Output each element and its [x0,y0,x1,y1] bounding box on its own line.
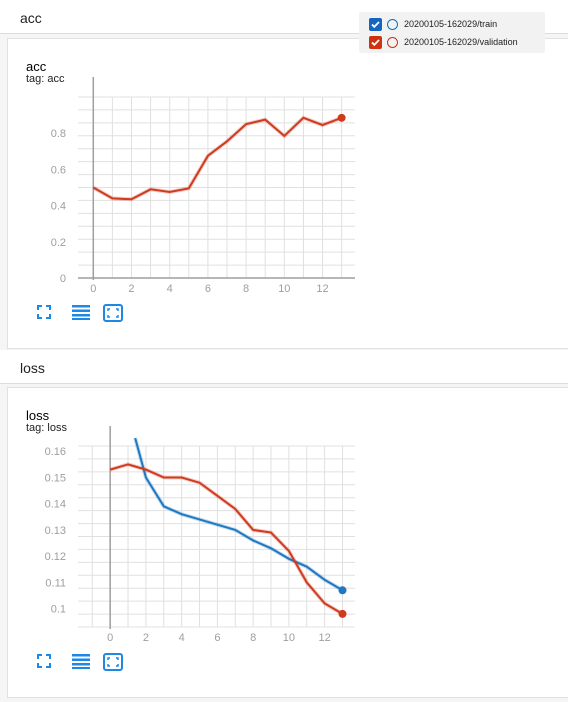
x-tick-label: 8 [250,632,256,644]
expand-icon[interactable] [36,304,52,325]
series-line-validation [110,464,342,614]
y-tick-label: 0.1 [51,604,66,616]
lines-icon[interactable] [72,653,90,674]
x-tick-label: 6 [214,632,220,644]
x-tick-label: 0 [90,283,96,295]
y-tick-label: 0.8 [51,128,66,140]
x-tick-label: 2 [128,283,134,295]
series-endpoint [338,114,346,122]
y-tick-label: 0.13 [45,525,66,537]
y-tick-label: 0.14 [45,499,66,511]
y-tick-label: 0 [60,273,66,285]
y-tick-label: 0.16 [45,446,66,458]
section-header-loss[interactable]: loss [0,350,568,384]
y-tick-label: 0.4 [51,201,66,213]
y-tick-label: 0.12 [45,551,66,563]
chart-card-acc: acc tag: acc 0 2 4 6 8 10 12 0 0.2 0.4 0.6 0.8 [7,38,568,349]
run-label: 20200105-162029/train [404,19,497,29]
run-legend: 20200105-162029/train 20200105-162029/va… [359,12,545,53]
chart-card-loss: loss tag: loss 0 2 4 6 8 10 12 0.1 0.11 0.12 0.13 0… [7,387,568,698]
run-color-circle [387,19,398,30]
lines-icon[interactable] [72,304,90,325]
x-tick-label: 10 [283,632,295,644]
run-label: 20200105-162029/validation [404,37,518,47]
x-tick-label: 4 [179,632,185,644]
run-checkbox[interactable] [369,36,382,49]
x-tick-label: 4 [167,283,173,295]
fit-domain-icon[interactable] [103,304,123,327]
x-tick-label: 12 [316,283,328,295]
fit-domain-icon[interactable] [103,653,123,676]
x-tick-label: 6 [205,283,211,295]
section-title: acc [20,10,42,26]
series-endpoint [338,610,346,618]
series-shadow [110,464,342,614]
run-checkbox[interactable] [369,18,382,31]
y-tick-label: 0.2 [51,237,66,249]
legend-row-validation[interactable]: 20200105-162029/validation [369,34,545,52]
chart-toolbar [36,653,136,673]
x-tick-label: 10 [278,283,290,295]
legend-row-train[interactable]: 20200105-162029/train [369,16,545,34]
run-color-circle [387,37,398,48]
x-tick-label: 0 [107,632,113,644]
series-endpoint [338,586,346,594]
expand-icon[interactable] [36,653,52,674]
x-tick-label: 8 [243,283,249,295]
y-tick-label: 0.11 [45,577,66,589]
x-tick-label: 12 [318,632,330,644]
x-tick-label: 2 [143,632,149,644]
y-tick-label: 0.15 [45,472,66,484]
y-tick-label: 0.6 [51,164,66,176]
section-title: loss [20,360,45,376]
chart-toolbar [36,304,136,324]
